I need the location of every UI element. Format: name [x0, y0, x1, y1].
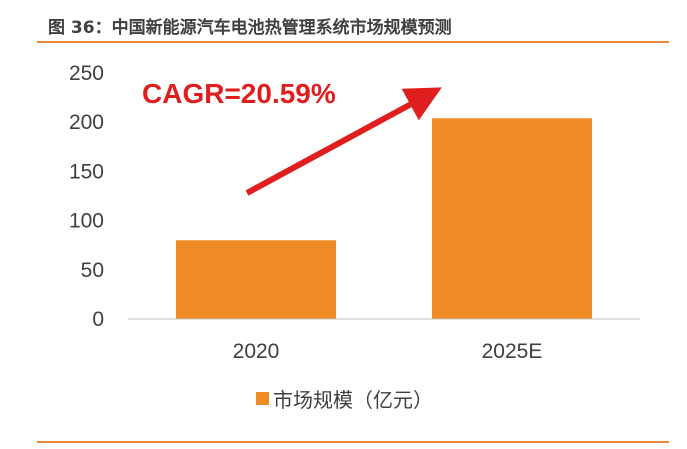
y-tick-label: 50	[81, 259, 104, 282]
bar-2020	[176, 240, 336, 319]
x-tick-label: 2025E	[482, 340, 543, 363]
legend-label: 市场规模（亿元）	[273, 388, 433, 412]
y-tick-label: 150	[69, 160, 104, 183]
y-tick-label: 0	[92, 308, 104, 331]
x-axis: 2020 2025E	[233, 340, 543, 363]
y-axis: 0 50 100 150 200 250	[69, 62, 104, 331]
x-tick-label: 2020	[233, 340, 280, 363]
legend-swatch	[256, 392, 269, 405]
bottom-divider	[37, 441, 669, 443]
growth-arrow	[245, 87, 442, 196]
y-tick-label: 200	[69, 111, 104, 134]
bars	[176, 118, 592, 319]
cagr-annotation: CAGR=20.59%	[142, 78, 336, 109]
legend: 市场规模（亿元）	[256, 384, 433, 413]
bar-2025E	[432, 118, 592, 319]
figure-title: 图 36：中国新能源汽车电池热管理系统市场规模预测	[48, 18, 452, 38]
y-tick-label: 100	[69, 210, 104, 233]
top-divider	[37, 41, 669, 43]
y-tick-label: 250	[69, 62, 104, 85]
